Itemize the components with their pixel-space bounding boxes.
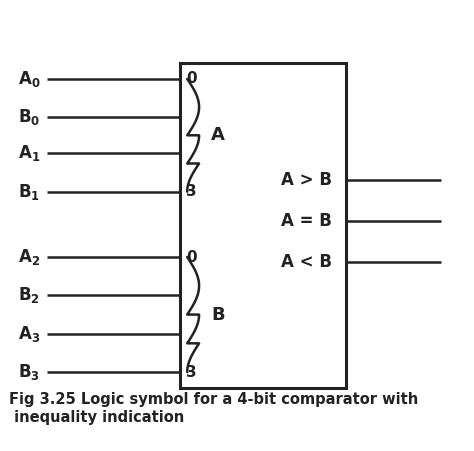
Text: inequality indication: inequality indication [9,410,185,425]
Text: $\mathbf{A}$$_{\mathbf{3}}$: $\mathbf{A}$$_{\mathbf{3}}$ [18,324,40,344]
Text: $\mathbf{B}$$_{\mathbf{0}}$: $\mathbf{B}$$_{\mathbf{0}}$ [18,107,40,127]
Text: Fig 3.25 Logic symbol for a 4-bit comparator with: Fig 3.25 Logic symbol for a 4-bit compar… [9,392,419,407]
Text: $\mathbf{A}$$_{\mathbf{2}}$: $\mathbf{A}$$_{\mathbf{2}}$ [18,247,40,267]
Bar [180,63,346,388]
Text: $\mathbf{B}$$_{\mathbf{2}}$: $\mathbf{B}$$_{\mathbf{2}}$ [18,285,40,305]
Text: A > B: A > B [281,171,332,189]
Text: 3: 3 [186,184,196,199]
Text: $\mathbf{B}$$_{\mathbf{3}}$: $\mathbf{B}$$_{\mathbf{3}}$ [18,362,40,382]
Text: B: B [211,306,225,324]
Text: A < B: A < B [281,253,332,271]
Text: A: A [211,126,225,144]
Text: A = B: A = B [281,212,332,230]
Text: $\mathbf{B}$$_{\mathbf{1}}$: $\mathbf{B}$$_{\mathbf{1}}$ [18,182,40,202]
Text: $\mathbf{A}$$_{\mathbf{1}}$: $\mathbf{A}$$_{\mathbf{1}}$ [18,143,40,163]
Text: 0: 0 [186,249,196,265]
Text: 3: 3 [186,364,196,380]
Text: $\mathbf{A}$$_{\mathbf{0}}$: $\mathbf{A}$$_{\mathbf{0}}$ [18,69,40,89]
Text: 0: 0 [186,71,196,87]
